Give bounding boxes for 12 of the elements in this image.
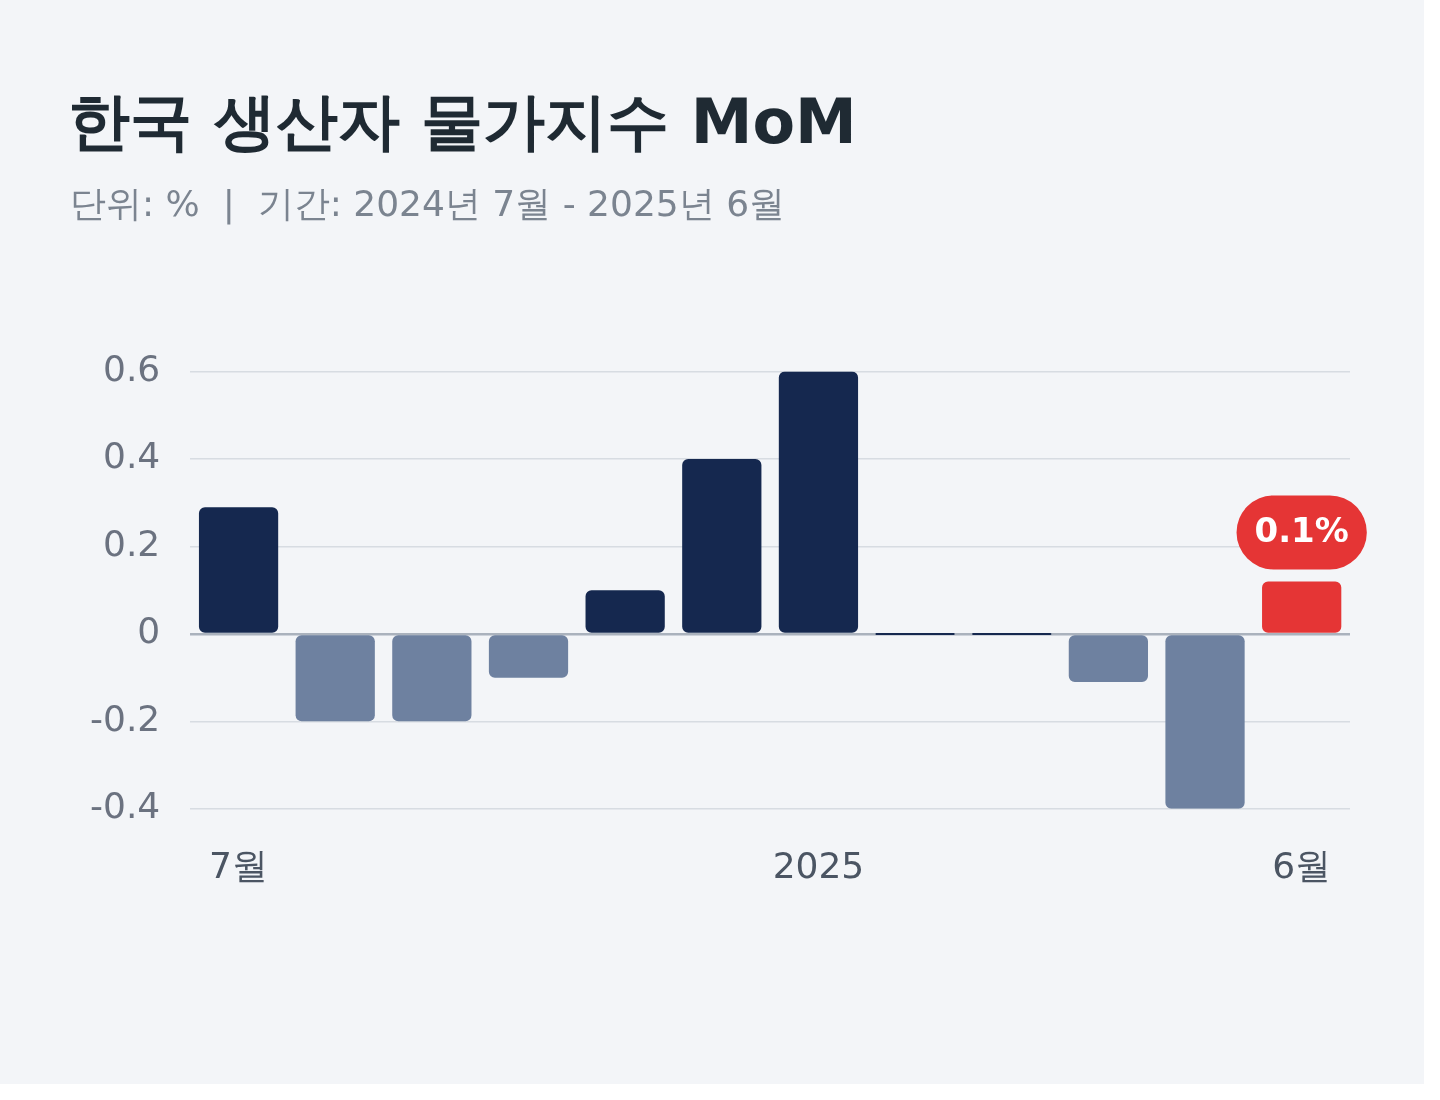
y-tick-label: 0.2 [102, 522, 161, 564]
x-tick-label: 2025 [772, 844, 865, 886]
chart-title: 한국 생산자 물가지수 MoM [68, 84, 857, 160]
y-tick-label: -0.4 [89, 785, 161, 827]
y-tick-label: 0.4 [102, 435, 161, 477]
x-tick-label: 7월 [209, 844, 269, 886]
chart-subtitle: 단위: % | 기간: 2024년 7월 - 2025년 6월 [70, 182, 786, 227]
data-label: 0.1% [1254, 510, 1349, 551]
y-tick-label: 0 [137, 610, 161, 652]
y-tick-label: -0.2 [89, 697, 161, 739]
y-tick-label: 0.6 [102, 347, 161, 389]
x-tick-label: 6월 [1272, 844, 1332, 886]
